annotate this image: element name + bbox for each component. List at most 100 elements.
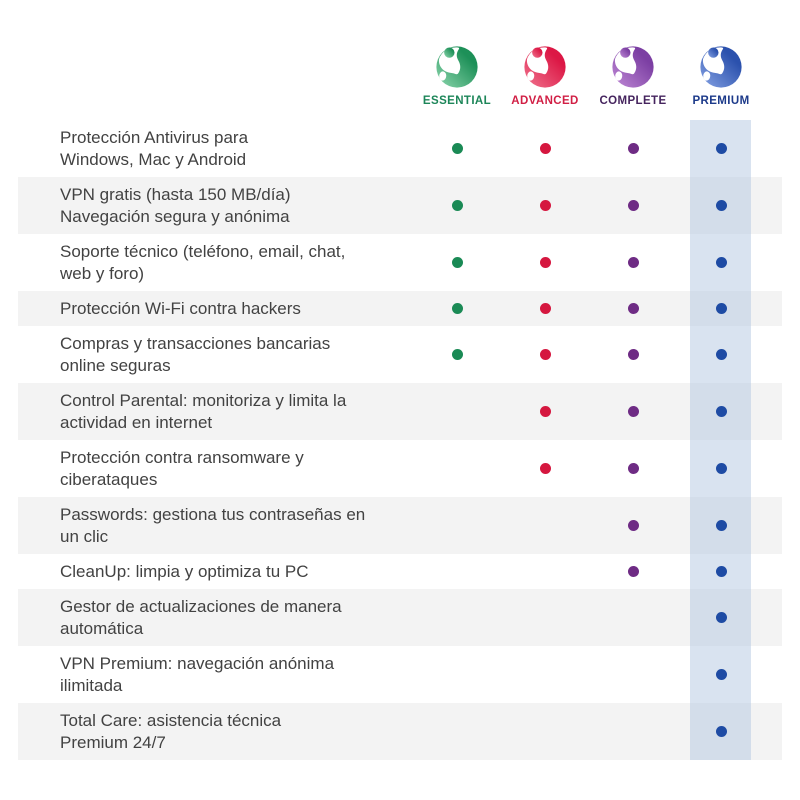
feature-included-dot <box>715 200 727 211</box>
feature-label: Passwords: gestiona tus contraseñas en u… <box>60 504 366 546</box>
table-row: Protección Wi-Fi contra hackers <box>18 291 782 326</box>
table-row: VPN gratis (hasta 150 MB/día) Navegación… <box>18 177 782 234</box>
tier-cell-premium <box>677 566 765 577</box>
feature-label: VPN gratis (hasta 150 MB/día) Navegación… <box>60 184 291 226</box>
table-row: VPN Premium: navegación anónima ilimitad… <box>18 646 782 703</box>
tier-cell-essential <box>413 303 501 314</box>
feature-label: VPN Premium: navegación anónima ilimitad… <box>60 653 335 695</box>
tier-cell-premium <box>677 349 765 360</box>
feature-included-dot <box>715 406 727 417</box>
tier-cell-advanced <box>501 463 589 474</box>
tier-cell-advanced <box>501 143 589 154</box>
feature-included-dot <box>627 303 639 314</box>
table-row: Total Care: asistencia técnica Premium 2… <box>18 703 782 760</box>
table-row: Compras y transacciones bancarias online… <box>18 326 782 383</box>
feature-included-dot <box>627 520 639 531</box>
feature-label: Protección contra ransomware y ciberataq… <box>60 447 304 489</box>
table-row: Gestor de actualizaciones de manera auto… <box>18 589 782 646</box>
premium-highlight-band <box>690 120 751 760</box>
tier-cell-premium <box>677 612 765 623</box>
feature-included-dot <box>715 669 727 680</box>
comparison-table: ESSENTIAL ADVANCED <box>18 0 782 760</box>
tier-cell-complete <box>589 566 677 577</box>
table-row: Protección contra ransomware y ciberataq… <box>18 440 782 497</box>
tier-cell-advanced <box>501 406 589 417</box>
feature-included-dot <box>715 257 727 268</box>
feature-included-dot <box>715 566 727 577</box>
tier-cell-advanced <box>501 303 589 314</box>
feature-included-dot <box>451 200 463 211</box>
feature-included-dot <box>627 200 639 211</box>
tier-column-header: PREMIUM <box>677 44 765 107</box>
tier-cell-complete <box>589 349 677 360</box>
tier-cell-premium <box>677 669 765 680</box>
tier-cell-premium <box>677 143 765 154</box>
feature-label: CleanUp: limpia y optimiza tu PC <box>60 561 309 581</box>
tier-column-header: ADVANCED <box>501 44 589 107</box>
feature-label: Protección Antivirus para Windows, Mac y… <box>60 127 249 169</box>
feature-included-dot <box>715 726 727 737</box>
tier-cell-premium <box>677 257 765 268</box>
tier-column-header: ESSENTIAL <box>413 44 501 107</box>
tier-cell-complete <box>589 257 677 268</box>
feature-included-dot <box>539 303 551 314</box>
tier-cell-complete <box>589 303 677 314</box>
feature-included-dot <box>451 257 463 268</box>
panda-logo-advanced-icon <box>524 46 566 88</box>
tier-cell-complete <box>589 463 677 474</box>
feature-included-dot <box>715 143 727 154</box>
panda-logo-essential-icon <box>436 46 478 88</box>
feature-included-dot <box>539 349 551 360</box>
tier-cell-essential <box>413 349 501 360</box>
tier-name: ESSENTIAL <box>422 95 492 107</box>
feature-included-dot <box>539 257 551 268</box>
feature-included-dot <box>539 406 551 417</box>
tier-header-row: ESSENTIAL ADVANCED <box>18 0 782 120</box>
tier-name: ADVANCED <box>511 95 579 107</box>
tier-cell-premium <box>677 463 765 474</box>
tier-cell-premium <box>677 200 765 211</box>
feature-included-dot <box>715 520 727 531</box>
table-row: Passwords: gestiona tus contraseñas en u… <box>18 497 782 554</box>
table-row: Control Parental: monitoriza y limita la… <box>18 383 782 440</box>
feature-label: Soporte técnico (teléfono, email, chat, … <box>60 241 346 283</box>
tier-cell-essential <box>413 257 501 268</box>
table-row: CleanUp: limpia y optimiza tu PC <box>18 554 782 589</box>
tier-cell-essential <box>413 200 501 211</box>
feature-included-dot <box>451 143 463 154</box>
feature-included-dot <box>715 463 727 474</box>
panda-logo-premium-icon <box>700 46 742 88</box>
feature-included-dot <box>451 349 463 360</box>
feature-included-dot <box>627 406 639 417</box>
feature-label: Gestor de actualizaciones de manera auto… <box>60 596 342 638</box>
table-row: Protección Antivirus para Windows, Mac y… <box>18 120 782 177</box>
feature-included-dot <box>451 303 463 314</box>
feature-included-dot <box>627 257 639 268</box>
tier-cell-advanced <box>501 349 589 360</box>
panda-logo-complete-icon <box>612 46 654 88</box>
feature-included-dot <box>715 612 727 623</box>
feature-included-dot <box>627 349 639 360</box>
feature-included-dot <box>539 143 551 154</box>
tier-cell-complete <box>589 200 677 211</box>
feature-rows: Protección Antivirus para Windows, Mac y… <box>18 120 782 760</box>
feature-label: Control Parental: monitoriza y limita la… <box>60 390 347 432</box>
table-row: Soporte técnico (teléfono, email, chat, … <box>18 234 782 291</box>
feature-label: Total Care: asistencia técnica Premium 2… <box>60 710 282 752</box>
feature-included-dot <box>539 463 551 474</box>
tier-cell-premium <box>677 726 765 737</box>
tier-cell-complete <box>589 143 677 154</box>
tier-name: PREMIUM <box>692 95 750 107</box>
tier-cell-advanced <box>501 257 589 268</box>
feature-label: Compras y transacciones bancarias online… <box>60 333 331 375</box>
tier-column-header: COMPLETE <box>589 44 677 107</box>
tier-cell-premium <box>677 303 765 314</box>
feature-included-dot <box>539 200 551 211</box>
tier-name: COMPLETE <box>599 95 667 107</box>
feature-included-dot <box>715 303 727 314</box>
tier-cell-premium <box>677 406 765 417</box>
feature-included-dot <box>627 566 639 577</box>
feature-label: Protección Wi-Fi contra hackers <box>60 298 301 318</box>
tier-cell-advanced <box>501 200 589 211</box>
